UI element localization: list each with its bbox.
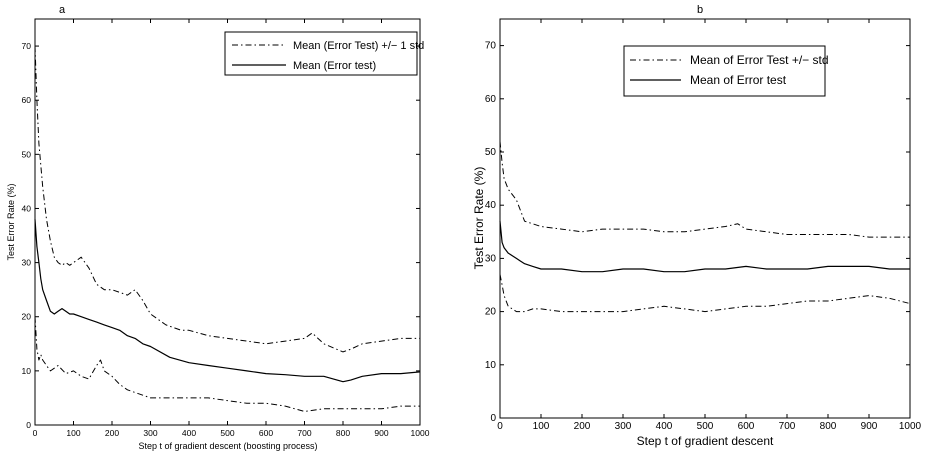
y-tick-label: 50: [485, 147, 497, 158]
x-tick-label: 100: [66, 428, 80, 438]
x-tick-label: 600: [738, 421, 755, 432]
x-tick-label: 900: [374, 428, 388, 438]
series-mean-line: [499, 221, 910, 273]
x-tick-label: 500: [220, 428, 234, 438]
series-group: [34, 46, 421, 412]
y-tick-label: 40: [22, 203, 32, 213]
x-tick-label: 300: [143, 428, 157, 438]
y-axis-label: Test Error Rate (%): [6, 183, 16, 260]
y-tick-label: 0: [490, 413, 496, 424]
y-tick-label: 60: [22, 95, 32, 105]
x-tick-label: 100: [533, 421, 550, 432]
y-tick-label: 30: [485, 253, 497, 264]
panel-label: a: [59, 4, 66, 16]
x-tick-label: 500: [697, 421, 714, 432]
x-tick-label: 0: [33, 428, 38, 438]
y-tick-label: 20: [485, 307, 497, 318]
x-tick-label: 800: [336, 428, 350, 438]
series-mean-line: [34, 219, 421, 383]
y-tick-label: 10: [485, 360, 497, 371]
x-tick-label: 900: [861, 421, 878, 432]
x-axis-label: Step t of gradient descent: [637, 434, 774, 448]
x-tick-label: 700: [779, 421, 796, 432]
series-upper-std-line: [499, 141, 910, 238]
axes-group: 0 100 200 300 400 500 600 700 800 900 1000 0 10 20 30 4…: [485, 19, 922, 432]
x-tick-label: 600: [259, 428, 273, 438]
legend-label-std: Mean (Error Test) +/− 1 std: [293, 40, 424, 52]
x-tick-label: 800: [820, 421, 837, 432]
y-tick-label: 40: [485, 200, 497, 211]
legend-box: [224, 31, 418, 76]
x-tick-label: 400: [182, 428, 196, 438]
chart-panel-b: b 0 100 200 300 400 500 600 700 800 900 1000 0 10 20 3…: [472, 4, 922, 448]
y-tick-label: 10: [22, 366, 32, 376]
axes-group: 0 100 200 300 400 500 600 700 800 900 1000 0 10 20 30 4…: [22, 19, 430, 438]
x-axis-label: Step t of gradient descent (boosting pro…: [138, 441, 317, 451]
x-tick-label: 1000: [411, 428, 430, 438]
x-tick-label: 0: [497, 421, 503, 432]
y-tick-label: 50: [22, 149, 32, 159]
y-tick-label: 70: [485, 41, 497, 52]
y-tick-label: 30: [22, 258, 32, 268]
chart-panel-a: a 0 100 200 300 400 500 600 700 800 900 1000 0 10 20 3…: [6, 4, 430, 451]
legend: Mean of Error Test +/− std Mean of Error…: [623, 45, 829, 97]
series-lower-std-line: [499, 274, 911, 313]
series-lower-std-line: [34, 316, 420, 412]
legend-label-mean: Mean (Error test): [293, 60, 376, 72]
x-tick-label: 1000: [899, 421, 922, 432]
legend: Mean (Error Test) +/− 1 std Mean (Error …: [224, 31, 424, 76]
y-tick-label: 0: [26, 420, 31, 430]
x-tick-label: 400: [656, 421, 673, 432]
plot-frame: [34, 18, 421, 426]
x-tick-label: 200: [574, 421, 591, 432]
x-tick-label: 300: [615, 421, 632, 432]
panel-label: b: [697, 4, 703, 16]
series-upper-std-line: [34, 46, 420, 353]
legend-label-std: Mean of Error Test +/− std: [690, 53, 829, 67]
y-tick-label: 60: [485, 94, 497, 105]
y-tick-label: 20: [22, 312, 32, 322]
y-axis-label: Test Error Rate (%): [472, 167, 486, 270]
x-tick-label: 200: [105, 428, 119, 438]
y-tick-label: 70: [22, 41, 32, 51]
legend-box: [623, 45, 826, 97]
x-tick-label: 700: [297, 428, 311, 438]
legend-label-mean: Mean of Error test: [690, 73, 787, 87]
series-group: [499, 141, 911, 313]
